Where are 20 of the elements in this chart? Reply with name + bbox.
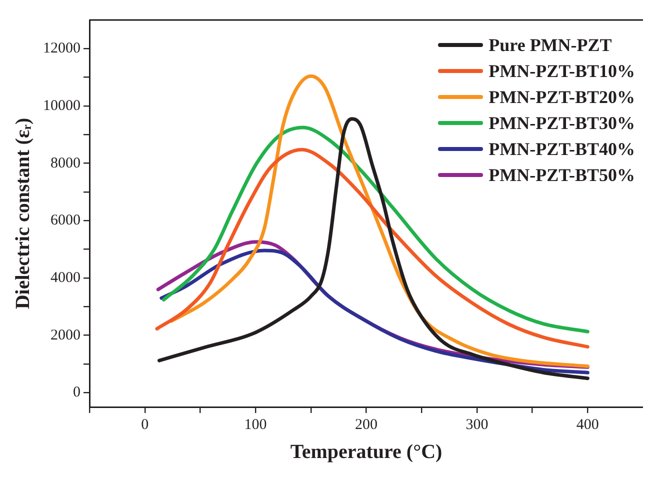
x-axis-title: Temperature (°C) [290,441,442,464]
y-tick-label: 0 [73,384,80,401]
legend-label: Pure PMN-PZT [488,34,612,56]
y-tick-label: 12000 [43,40,80,57]
legend-label: PMN-PZT-BT10% [488,60,635,82]
x-tick-label: 0 [141,416,149,433]
y-tick-label: 2000 [50,327,80,344]
x-tick-label: 100 [244,416,267,433]
legend-label: PMN-PZT-BT50% [488,164,635,186]
legend-label: PMN-PZT-BT30% [488,112,635,134]
legend-label: PMN-PZT-BT20% [488,86,635,108]
x-tick-label: 200 [355,416,378,433]
x-tick-label: 400 [576,416,599,433]
y-tick-label: 6000 [50,212,80,229]
y-tick-label: 8000 [50,155,80,172]
x-tick-label: 300 [466,416,488,433]
y-tick-label: 4000 [50,270,80,286]
y-tick-label: 10000 [43,98,80,114]
legend-label: PMN-PZT-BT40% [488,138,635,160]
y-axis-title: Dielectric constant (εᵣ) [12,118,34,310]
